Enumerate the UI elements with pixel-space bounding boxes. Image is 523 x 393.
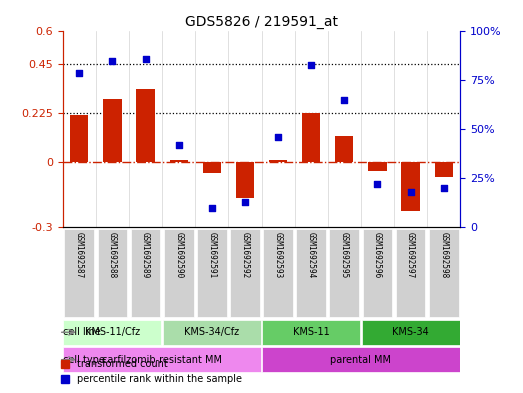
- Point: [373, 181, 382, 187]
- Text: GSM1692589: GSM1692589: [141, 232, 150, 278]
- Title: GDS5826 / 219591_at: GDS5826 / 219591_at: [185, 15, 338, 29]
- Text: parental MM: parental MM: [331, 354, 391, 365]
- FancyBboxPatch shape: [64, 229, 94, 317]
- Text: GSM1692597: GSM1692597: [406, 232, 415, 278]
- Bar: [402, 162, 419, 211]
- Text: KMS-34/Cfz: KMS-34/Cfz: [184, 327, 240, 337]
- Text: GSM1692594: GSM1692594: [306, 232, 316, 278]
- FancyBboxPatch shape: [97, 229, 128, 317]
- Point: [307, 62, 315, 68]
- FancyBboxPatch shape: [262, 320, 360, 345]
- Text: cell line: cell line: [63, 327, 101, 337]
- FancyBboxPatch shape: [164, 229, 194, 317]
- FancyBboxPatch shape: [131, 229, 161, 317]
- FancyBboxPatch shape: [63, 347, 261, 372]
- Point: [141, 56, 150, 62]
- Bar: [236, 162, 254, 198]
- Bar: [335, 136, 354, 162]
- Legend: transformed count, percentile rank within the sample: transformed count, percentile rank withi…: [57, 356, 245, 388]
- FancyBboxPatch shape: [163, 320, 261, 345]
- Text: GSM1692590: GSM1692590: [174, 232, 183, 278]
- Point: [108, 58, 117, 64]
- Text: GSM1692587: GSM1692587: [75, 232, 84, 278]
- FancyBboxPatch shape: [263, 229, 293, 317]
- FancyBboxPatch shape: [361, 320, 460, 345]
- Text: GSM1692598: GSM1692598: [439, 232, 448, 278]
- FancyBboxPatch shape: [63, 320, 162, 345]
- Text: KMS-34: KMS-34: [392, 327, 429, 337]
- FancyBboxPatch shape: [296, 229, 326, 317]
- FancyBboxPatch shape: [362, 229, 392, 317]
- Bar: [70, 115, 88, 162]
- Point: [75, 70, 84, 76]
- Bar: [104, 99, 121, 162]
- FancyBboxPatch shape: [262, 347, 460, 372]
- Point: [175, 142, 183, 148]
- Bar: [368, 162, 386, 171]
- Point: [274, 134, 282, 140]
- Text: GSM1692592: GSM1692592: [241, 232, 249, 278]
- Point: [439, 185, 448, 191]
- Bar: [269, 160, 287, 162]
- FancyBboxPatch shape: [197, 229, 227, 317]
- Text: GSM1692596: GSM1692596: [373, 232, 382, 278]
- Text: GSM1692591: GSM1692591: [207, 232, 217, 278]
- Bar: [169, 160, 188, 162]
- Point: [241, 198, 249, 205]
- Bar: [203, 162, 221, 173]
- FancyBboxPatch shape: [429, 229, 459, 317]
- FancyBboxPatch shape: [396, 229, 426, 317]
- Point: [406, 189, 415, 195]
- Text: cell type: cell type: [63, 354, 105, 365]
- FancyBboxPatch shape: [329, 229, 359, 317]
- Text: carfilzomib-resistant MM: carfilzomib-resistant MM: [102, 354, 222, 365]
- Text: KMS-11: KMS-11: [293, 327, 329, 337]
- Point: [208, 204, 216, 211]
- Point: [340, 97, 348, 103]
- Bar: [137, 89, 155, 162]
- Bar: [435, 162, 453, 177]
- Text: GSM1692595: GSM1692595: [340, 232, 349, 278]
- Text: GSM1692593: GSM1692593: [274, 232, 282, 278]
- Text: KMS-11/Cfz: KMS-11/Cfz: [85, 327, 140, 337]
- Text: GSM1692588: GSM1692588: [108, 232, 117, 278]
- FancyBboxPatch shape: [230, 229, 260, 317]
- Bar: [302, 113, 320, 162]
